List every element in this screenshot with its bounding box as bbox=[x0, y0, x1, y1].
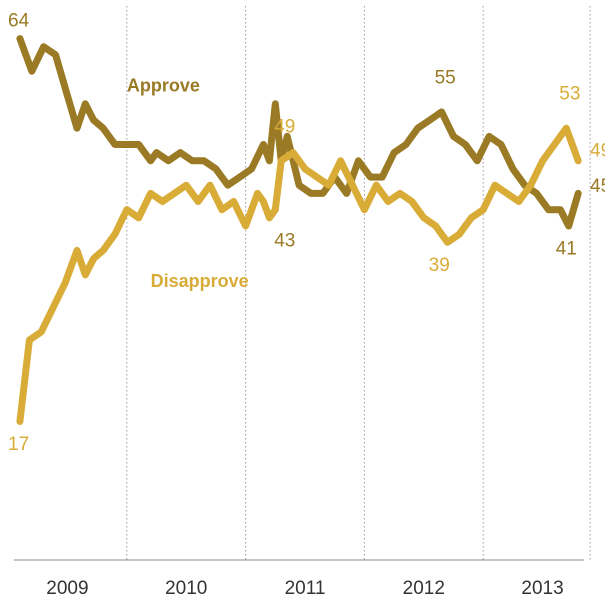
chart-labels: 2009 2010 2011 2012 2013 Approve Disapprove 64 1… bbox=[8, 10, 605, 599]
x-tick-label-2011: 2011 bbox=[285, 578, 326, 599]
data-label-2: 49 bbox=[274, 116, 295, 137]
x-tick-label-2013: 2013 bbox=[521, 578, 563, 599]
data-label-9: 45 bbox=[590, 176, 605, 197]
series-label-approve: Approve bbox=[127, 76, 200, 96]
series-lines bbox=[16, 35, 582, 425]
data-label-8: 49 bbox=[590, 141, 605, 162]
data-label-3: 43 bbox=[274, 230, 295, 251]
data-label-6: 53 bbox=[559, 84, 580, 105]
series-line-approve bbox=[16, 35, 582, 230]
series-label-disapprove: Disapprove bbox=[151, 271, 249, 291]
data-label-7: 41 bbox=[556, 238, 577, 259]
x-tick-label-2009: 2009 bbox=[46, 578, 88, 599]
year-gridlines bbox=[126, 6, 591, 560]
series-line-disapprove bbox=[16, 124, 582, 425]
x-tick-label-2010: 2010 bbox=[165, 578, 207, 599]
data-label-4: 55 bbox=[435, 67, 456, 88]
data-label-0: 64 bbox=[8, 10, 30, 31]
data-label-1: 17 bbox=[8, 434, 29, 455]
x-tick-label-2012: 2012 bbox=[403, 578, 445, 599]
data-label-5: 39 bbox=[429, 255, 450, 276]
